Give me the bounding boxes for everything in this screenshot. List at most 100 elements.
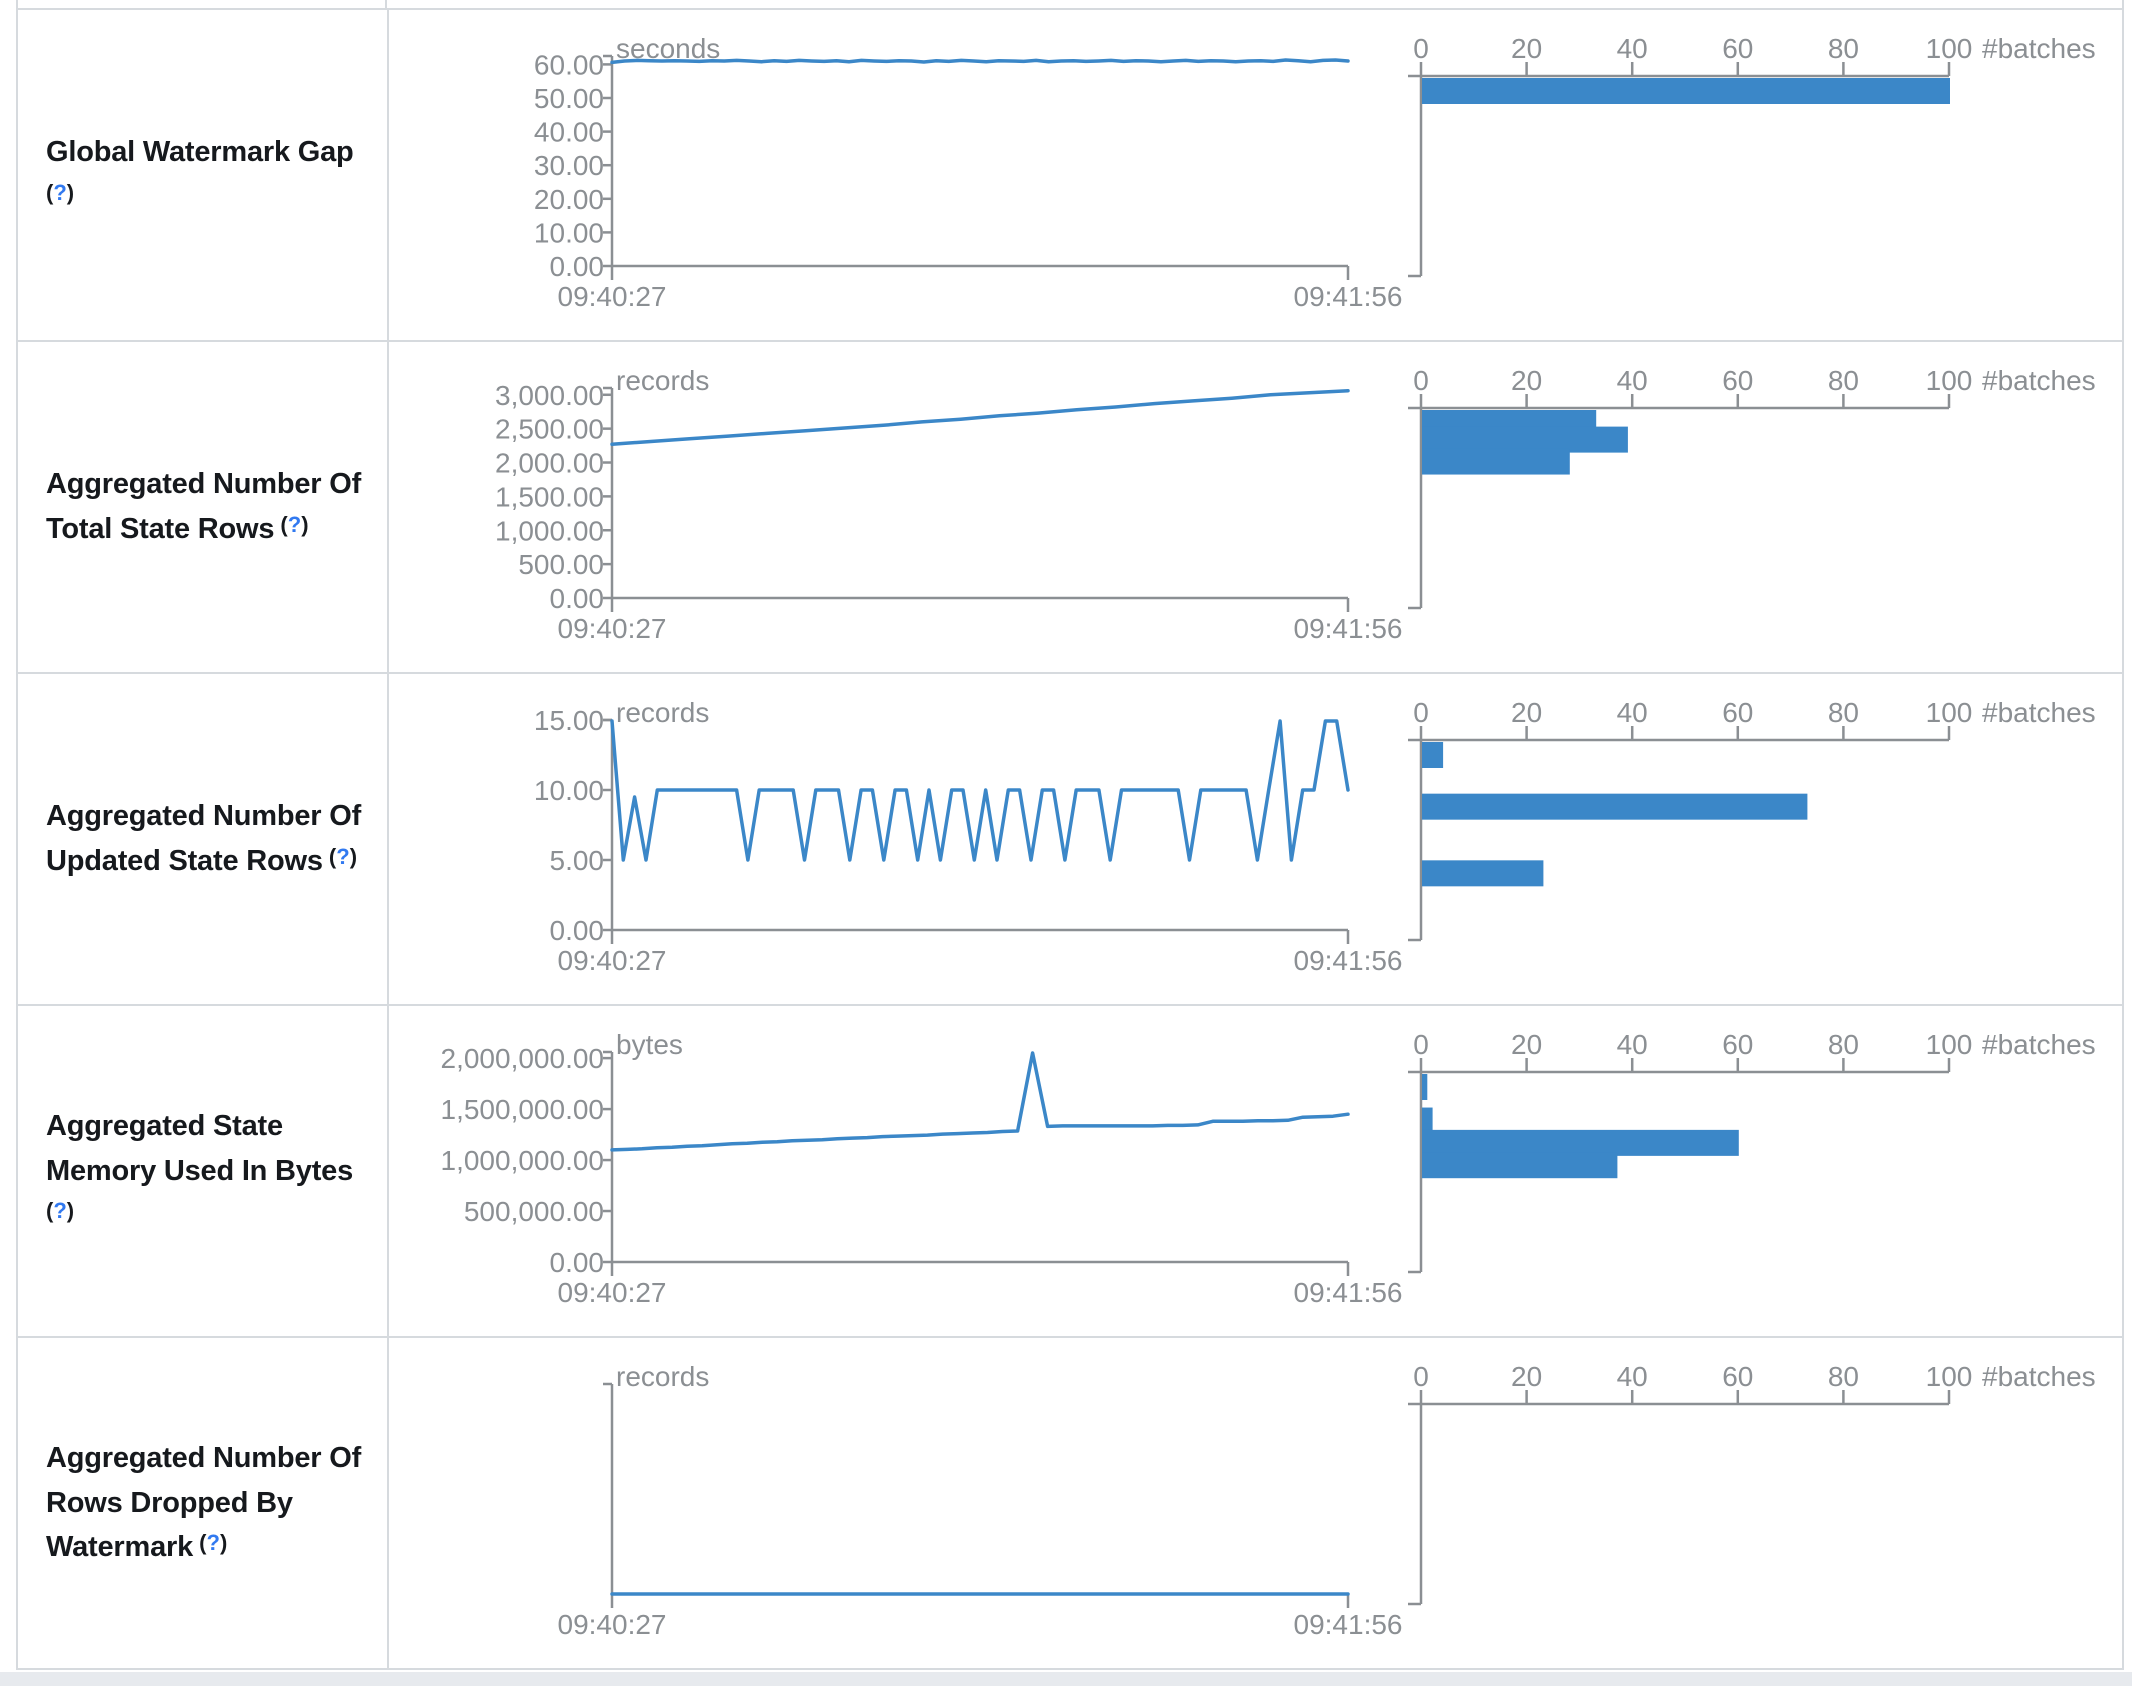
metric-label: Global Watermark Gap — [46, 136, 354, 169]
histogram-bar — [1422, 78, 1950, 104]
histogram-bar — [1422, 1074, 1428, 1100]
batches-axis-label: #batches — [1982, 697, 2096, 728]
y-tick-label: 0.00 — [550, 1247, 605, 1278]
histogram-bar — [1422, 448, 1570, 475]
hist-tick-label: 60 — [1722, 1029, 1753, 1060]
unit-label: records — [616, 365, 709, 396]
page-bottom-strip — [0, 1672, 2132, 1686]
metric-charts: seconds60.0050.0040.0030.0020.0010.000.0… — [534, 33, 2096, 312]
hist-tick-label: 80 — [1828, 697, 1859, 728]
x-end-label: 09:41:56 — [1294, 1277, 1403, 1308]
metric-row: Aggregated Number Of Updated State Rows … — [18, 674, 2122, 1006]
metric-row: Aggregated Number Of Rows Dropped By Wat… — [18, 1338, 2122, 1668]
histogram-chart: 0 20 40 60 80 100 #batches — [1408, 365, 2096, 610]
hist-tick-label: 100 — [1926, 365, 1973, 396]
metric-label: Aggregated State Memory Used In Bytes — [46, 1109, 354, 1187]
top-edge-right-border — [2122, 0, 2124, 10]
y-tick-label: 10.00 — [534, 775, 604, 806]
help-icon[interactable]: (?) — [46, 1198, 75, 1224]
y-tick-label: 1,000,000.00 — [441, 1145, 605, 1176]
histogram-chart: 0 20 40 60 80 100 #batches — [1408, 33, 2096, 278]
x-start-label: 09:40:27 — [558, 1277, 667, 1308]
hist-tick-label: 0 — [1413, 365, 1429, 396]
x-end-label: 09:41:56 — [1294, 613, 1403, 644]
hist-tick-label: 40 — [1617, 697, 1648, 728]
x-end-label: 09:41:56 — [1294, 945, 1403, 976]
histogram-bar — [1422, 1129, 1739, 1156]
hist-tick-label: 60 — [1722, 1361, 1753, 1392]
y-tick-label: 1,500,000.00 — [441, 1094, 605, 1125]
metric-label: Aggregated Number Of Rows Dropped By Wat… — [46, 1441, 362, 1564]
metric-label-cell: Aggregated State Memory Used In Bytes (?… — [18, 1006, 389, 1336]
metric-label-cell: Aggregated Number Of Updated State Rows … — [18, 674, 389, 1004]
y-tick-label: 50.00 — [534, 83, 604, 114]
help-icon[interactable]: (?) — [274, 512, 309, 537]
timeline-line — [610, 719, 1350, 862]
help-icon[interactable]: (?) — [322, 844, 358, 869]
batches-axis-label: #batches — [1982, 33, 2096, 64]
metric-label-wrap: Aggregated State Memory Used In Bytes (?… — [46, 1104, 371, 1239]
help-icon[interactable]: (?) — [46, 180, 75, 205]
histogram-bar — [1422, 860, 1544, 887]
metric-charts-cell: bytes 2,000,000.00 1,500,000.00 1,000,000.0… — [389, 1006, 2122, 1336]
hist-tick-label: 20 — [1511, 1361, 1542, 1392]
histogram-chart: 0 20 40 60 80 100 #batches — [1408, 697, 2096, 942]
hist-tick-label: 0 — [1413, 33, 1429, 64]
histogram-bar — [1422, 1152, 1618, 1179]
y-tick-label: 0.00 — [550, 583, 605, 614]
hist-tick-label: 20 — [1511, 1029, 1542, 1060]
metric-label-cell: Global Watermark Gap (?) — [18, 10, 389, 340]
streaming-stats-table: Global Watermark Gap (?) seconds 60.00 50.… — [16, 8, 2124, 1670]
hist-tick-label: 20 — [1511, 365, 1542, 396]
metric-row: Global Watermark Gap (?) seconds 60.00 50.… — [18, 10, 2122, 342]
metric-label-wrap: Global Watermark Gap (?) — [46, 130, 371, 220]
y-tick-label: 1,000.00 — [495, 515, 604, 546]
metric-label-cell: Aggregated Number Of Rows Dropped By Wat… — [18, 1338, 389, 1668]
hist-tick-label: 40 — [1617, 365, 1648, 396]
metric-label-wrap: Aggregated Number Of Updated State Rows … — [46, 794, 371, 884]
timeline-chart: records 3,000.002,500.002,000.001,500.001… — [495, 365, 1403, 644]
histogram-bar — [1422, 742, 1444, 768]
hist-tick-label: 20 — [1511, 33, 1542, 64]
y-tick-label: 3,000.00 — [495, 380, 604, 411]
histogram-chart: 0 20 40 60 80 100 #batches — [1408, 1361, 2096, 1606]
y-tick-label: 60.00 — [534, 49, 604, 80]
timeline-chart: bytes 2,000,000.00 1,500,000.00 1,000,000.0… — [441, 1029, 1403, 1308]
hist-tick-label: 80 — [1828, 365, 1859, 396]
batches-axis-label: #batches — [1982, 365, 2096, 396]
y-tick-label: 0.00 — [550, 251, 605, 282]
batches-axis-label: #batches — [1982, 1361, 2096, 1392]
hist-tick-label: 80 — [1828, 33, 1859, 64]
top-edge-column-border — [385, 0, 387, 10]
hist-tick-label: 80 — [1828, 1361, 1859, 1392]
hist-tick-label: 0 — [1413, 1029, 1429, 1060]
x-start-label: 09:40:27 — [558, 613, 667, 644]
metric-charts-cell: records 09:40:27 09:41:56 0 20 40 60 80 100 #batc… — [389, 1338, 2122, 1668]
histogram-bar — [1422, 426, 1628, 453]
x-end-label: 09:41:56 — [1294, 281, 1403, 312]
metric-charts-cell: records 3,000.00 2,500.00 2,000.00 1,500.00 1… — [389, 342, 2122, 672]
y-tick-label: 2,000,000.00 — [441, 1043, 605, 1074]
metric-label: Aggregated Number Of Updated State Rows — [46, 800, 362, 877]
hist-tick-label: 60 — [1722, 697, 1753, 728]
metric-charts-cell: records 15.00 10.00 5.00 0.00 09:40:27 09:41:5… — [389, 674, 2122, 1004]
hist-tick-label: 20 — [1511, 697, 1542, 728]
x-start-label: 09:40:27 — [558, 1609, 667, 1640]
hist-tick-label: 60 — [1722, 33, 1753, 64]
timeline-line — [610, 1051, 1350, 1152]
top-edge-left-border — [16, 0, 18, 10]
hist-tick-label: 0 — [1413, 1361, 1429, 1392]
y-tick-label: 5.00 — [550, 845, 605, 876]
hist-tick-label: 40 — [1617, 33, 1648, 64]
timeline-chart: seconds60.0050.0040.0030.0020.0010.000.0… — [534, 33, 1403, 312]
metric-row: Aggregated Number Of Total State Rows (?… — [18, 342, 2122, 674]
hist-tick-label: 100 — [1926, 1029, 1973, 1060]
hist-tick-label: 40 — [1617, 1361, 1648, 1392]
metric-charts: bytes 2,000,000.00 1,500,000.00 1,000,000.0… — [441, 1029, 2096, 1308]
x-end-label: 09:41:56 — [1294, 1609, 1403, 1640]
y-tick-label: 0.00 — [550, 915, 605, 946]
metric-label-wrap: Aggregated Number Of Total State Rows (?… — [46, 462, 371, 552]
x-start-label: 09:40:27 — [558, 945, 667, 976]
metric-charts: records 09:40:27 09:41:56 0 20 40 60 80 100 #batc… — [558, 1361, 2096, 1640]
help-icon[interactable]: (?) — [193, 1530, 228, 1556]
